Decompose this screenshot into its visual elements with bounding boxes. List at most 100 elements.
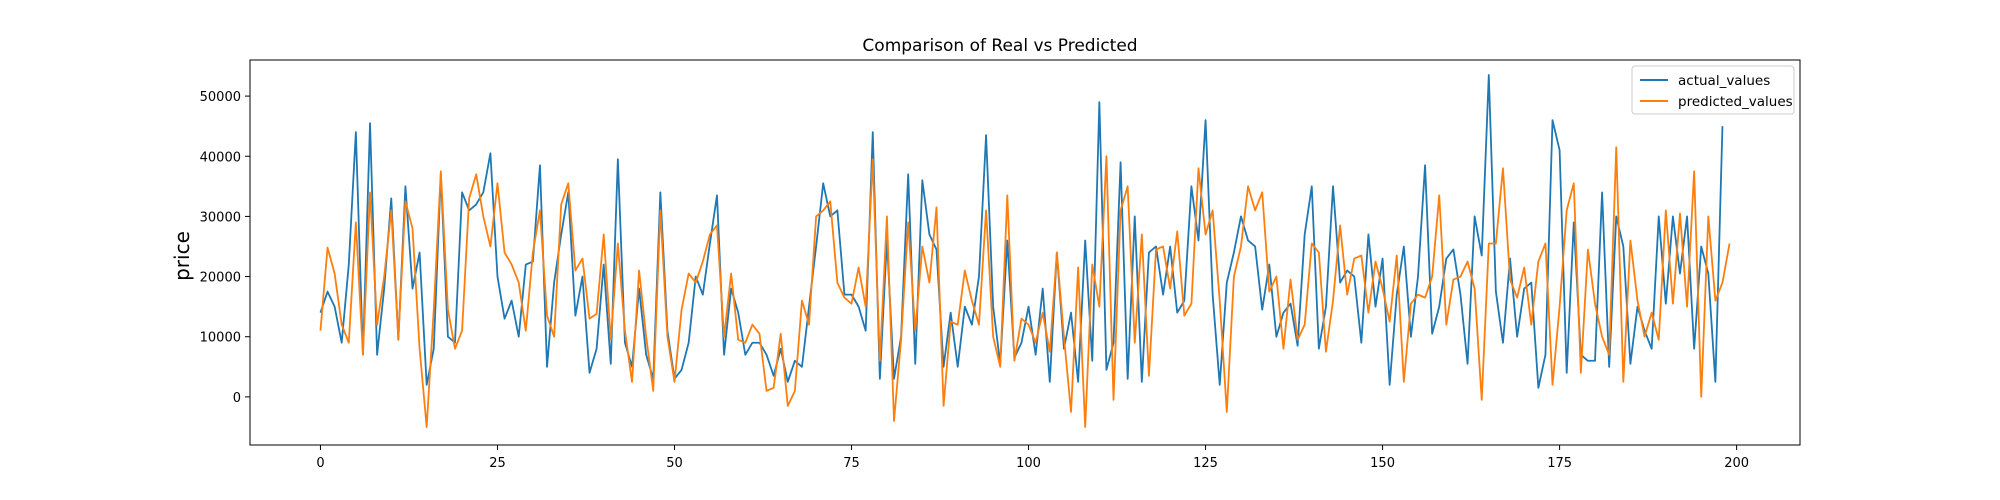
data-point-actual_values xyxy=(1042,288,1043,289)
data-point-actual_values xyxy=(348,264,349,265)
data-point-predicted_values xyxy=(377,324,378,325)
data-point-predicted_values xyxy=(886,216,887,217)
data-point-actual_values xyxy=(518,336,519,337)
data-point-predicted_values xyxy=(1488,243,1489,244)
data-point-actual_values xyxy=(794,360,795,361)
data-point-predicted_values xyxy=(837,282,838,283)
data-point-actual_values xyxy=(780,348,781,349)
data-point-actual_values xyxy=(1085,240,1086,241)
data-point-predicted_values xyxy=(688,273,689,274)
data-point-predicted_values xyxy=(1729,243,1730,244)
data-point-actual_values xyxy=(1134,216,1135,217)
data-point-predicted_values xyxy=(1389,321,1390,322)
data-point-actual_values xyxy=(964,306,965,307)
data-point-actual_values xyxy=(1531,282,1532,283)
data-point-actual_values xyxy=(334,306,335,307)
data-point-predicted_values xyxy=(1637,300,1638,301)
data-point-actual_values xyxy=(589,372,590,373)
data-point-predicted_values xyxy=(1552,384,1553,385)
data-point-predicted_values xyxy=(589,318,590,319)
data-point-predicted_values xyxy=(1247,186,1248,187)
data-point-actual_values xyxy=(1205,120,1206,121)
data-point-actual_values xyxy=(879,378,880,379)
data-point-actual_values xyxy=(1587,360,1588,361)
data-point-predicted_values xyxy=(1113,399,1114,400)
data-point-actual_values xyxy=(943,366,944,367)
data-point-predicted_values xyxy=(575,270,576,271)
data-point-predicted_values xyxy=(943,405,944,406)
data-point-actual_values xyxy=(1651,348,1652,349)
data-point-predicted_values xyxy=(1460,276,1461,277)
data-point-actual_values xyxy=(1481,255,1482,256)
data-point-predicted_values xyxy=(1085,426,1086,427)
data-point-predicted_values xyxy=(1240,246,1241,247)
data-point-actual_values xyxy=(525,264,526,265)
data-point-predicted_values xyxy=(1623,381,1624,382)
data-point-predicted_values xyxy=(773,387,774,388)
data-point-predicted_values xyxy=(1566,210,1567,211)
data-point-predicted_values xyxy=(461,330,462,331)
data-point-actual_values xyxy=(1566,372,1567,373)
data-point-actual_values xyxy=(391,198,392,199)
data-point-actual_values xyxy=(837,210,838,211)
data-point-actual_values xyxy=(1311,186,1312,187)
data-point-predicted_values xyxy=(511,264,512,265)
data-point-actual_values xyxy=(929,234,930,235)
data-point-actual_values xyxy=(369,123,370,124)
data-point-predicted_values xyxy=(1198,168,1199,169)
x-tick-label: 75 xyxy=(843,456,860,471)
data-point-actual_values xyxy=(716,195,717,196)
data-point-predicted_values xyxy=(1587,249,1588,250)
data-point-predicted_values xyxy=(879,360,880,361)
data-point-actual_values xyxy=(1665,303,1666,304)
data-point-predicted_values xyxy=(738,339,739,340)
data-point-predicted_values xyxy=(794,390,795,391)
data-point-actual_values xyxy=(1474,216,1475,217)
data-point-actual_values xyxy=(1559,150,1560,151)
data-point-actual_values xyxy=(823,183,824,184)
data-point-actual_values xyxy=(1630,363,1631,364)
data-point-predicted_values xyxy=(985,210,986,211)
data-point-actual_values xyxy=(1354,276,1355,277)
data-point-predicted_values xyxy=(1679,213,1680,214)
axes-frame xyxy=(249,59,1801,446)
data-point-predicted_values xyxy=(1262,192,1263,193)
data-point-predicted_values xyxy=(490,246,491,247)
y-tick-label: 0 xyxy=(233,391,241,406)
data-point-predicted_values xyxy=(1226,411,1227,412)
data-point-predicted_values xyxy=(447,309,448,310)
data-point-predicted_values xyxy=(1021,318,1022,319)
data-point-predicted_values xyxy=(1382,288,1383,289)
data-point-actual_values xyxy=(801,366,802,367)
data-point-actual_values xyxy=(511,300,512,301)
data-point-predicted_values xyxy=(1361,255,1362,256)
data-point-actual_values xyxy=(603,264,604,265)
data-point-actual_values xyxy=(695,276,696,277)
data-point-actual_values xyxy=(483,192,484,193)
data-point-actual_values xyxy=(787,381,788,382)
data-point-actual_values xyxy=(1283,312,1284,313)
data-point-predicted_values xyxy=(851,303,852,304)
data-point-actual_values xyxy=(1601,192,1602,193)
data-point-actual_values xyxy=(1325,306,1326,307)
data-point-predicted_values xyxy=(681,309,682,310)
data-point-predicted_values xyxy=(1630,240,1631,241)
data-point-predicted_values xyxy=(1155,249,1156,250)
data-point-predicted_values xyxy=(787,405,788,406)
data-point-predicted_values xyxy=(801,300,802,301)
data-point-predicted_values xyxy=(1184,315,1185,316)
data-point-actual_values xyxy=(660,192,661,193)
data-point-actual_values xyxy=(1389,384,1390,385)
data-point-predicted_values xyxy=(582,258,583,259)
data-point-actual_values xyxy=(688,342,689,343)
data-point-actual_values xyxy=(1708,273,1709,274)
data-point-predicted_values xyxy=(391,210,392,211)
data-point-actual_values xyxy=(412,288,413,289)
data-point-predicted_values xyxy=(1644,336,1645,337)
data-point-actual_values xyxy=(1467,363,1468,364)
data-point-predicted_values xyxy=(1134,342,1135,343)
data-point-actual_values xyxy=(504,318,505,319)
data-point-predicted_values xyxy=(1446,324,1447,325)
plot-area: 0 25 50 75 100 125 150 175 200 0 10000 20000 30000 40… xyxy=(200,74,1749,471)
data-point-predicted_values xyxy=(1601,336,1602,337)
